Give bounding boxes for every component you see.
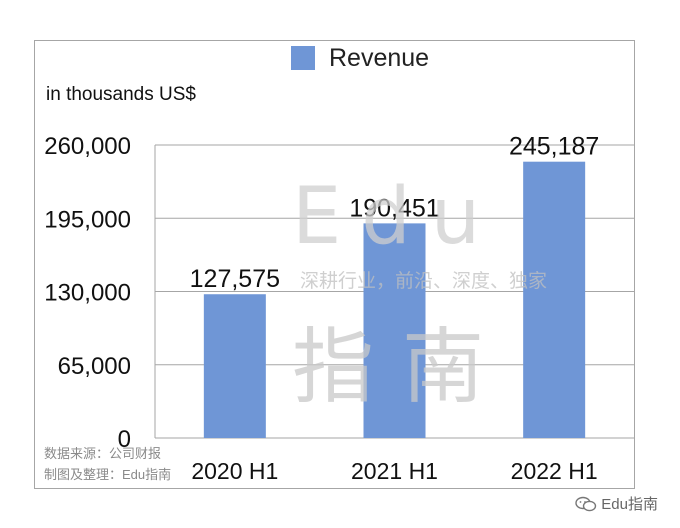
y-tick-label: 260,000	[44, 133, 131, 160]
y-tick-label: 195,000	[44, 206, 131, 233]
legend: Revenue	[291, 43, 429, 73]
y-tick-label: 0	[118, 426, 131, 453]
wechat-icon	[575, 496, 597, 511]
chart-frame	[34, 40, 635, 489]
bar	[203, 294, 266, 438]
y-tick-label: 130,000	[44, 280, 131, 307]
legend-swatch	[291, 46, 315, 70]
y-axis-unit-label: in thousands US$	[46, 84, 196, 105]
data-label: 190,451	[349, 194, 439, 222]
bar	[363, 223, 426, 438]
legend-label: Revenue	[329, 43, 430, 72]
source-line-1: 数据来源：公司财报	[44, 446, 162, 461]
bar	[523, 161, 586, 438]
brand[interactable]: Edu指南	[575, 493, 658, 514]
x-tick-label: 2021 H1	[351, 458, 438, 484]
x-tick-label: 2020 H1	[191, 458, 278, 484]
data-label: 127,575	[190, 265, 280, 293]
y-tick-label: 65,000	[58, 353, 131, 380]
x-tick-label: 2022 H1	[511, 458, 598, 484]
data-label: 245,187	[509, 133, 599, 161]
source-line-2: 制图及整理：Edu指南	[44, 467, 172, 482]
brand-label: Edu指南	[601, 496, 658, 513]
